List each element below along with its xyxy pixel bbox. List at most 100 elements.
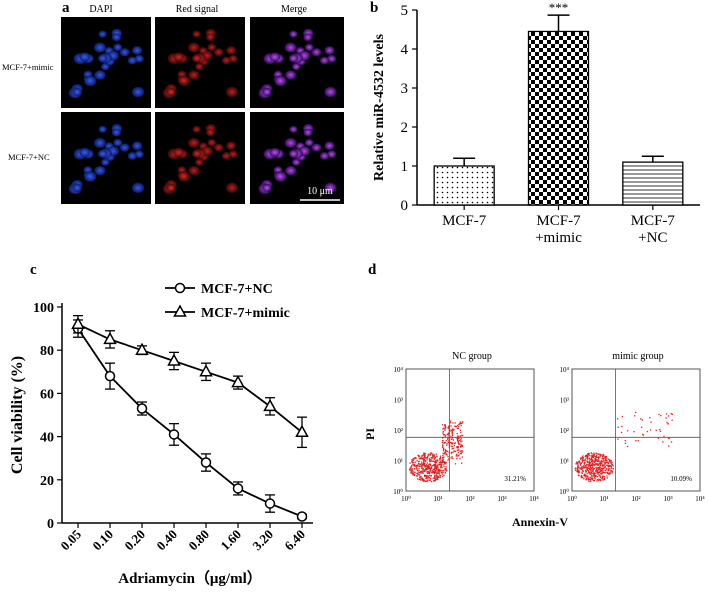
flow-plot-title: NC group: [452, 351, 492, 362]
flow-event: [417, 454, 419, 456]
flow-event: [425, 480, 427, 483]
flow-event: [430, 475, 432, 477]
flow-event: [580, 467, 582, 469]
flow-event: [460, 452, 462, 455]
flow-event: [671, 419, 673, 421]
flow-event: [426, 467, 428, 469]
flow-event: [432, 464, 434, 467]
flow-event: [414, 456, 416, 459]
bar-chart-panel: Relative miR-4532 levels 0 1 2 3 4 5 MCF-7 MCF-…: [355, 0, 710, 260]
flow-event: [588, 472, 590, 474]
cell-nucleus: [292, 158, 301, 166]
panel-label-a: a: [62, 0, 70, 16]
flow-event: [582, 465, 585, 467]
flow-event: [590, 472, 592, 474]
flow-event: [583, 463, 586, 465]
flow-event: [440, 462, 442, 464]
flow-event: [458, 423, 460, 426]
flow-event: [421, 465, 423, 467]
flow-event: [595, 470, 597, 472]
flow-event: [426, 456, 429, 458]
flow-event: [443, 461, 446, 463]
flow-event: [442, 459, 444, 461]
flow-event: [428, 457, 431, 460]
flow-event: [441, 442, 444, 444]
flow-event: [668, 445, 670, 447]
flow-event: [600, 469, 602, 472]
flow-event: [591, 457, 593, 459]
flow-event: [598, 453, 600, 455]
flow-event: [462, 421, 464, 423]
flow-event: [444, 435, 447, 438]
flow-event: [425, 476, 427, 478]
flow-event: [409, 462, 411, 464]
flow-event: [589, 476, 591, 479]
cell-nucleus: [228, 54, 238, 63]
flow-event: [616, 418, 619, 420]
flow-x-tick-label: 10²: [465, 495, 474, 503]
flow-event: [456, 427, 459, 429]
flow-event: [418, 456, 420, 458]
flow-event: [595, 460, 597, 462]
flow-event: [423, 480, 425, 482]
flow-event: [596, 478, 599, 481]
flow-event: [450, 442, 453, 444]
cell-nucleus: [134, 150, 144, 159]
flow-event: [434, 467, 436, 469]
flow-event: [581, 471, 583, 473]
cell-nucleus: [188, 70, 200, 80]
flow-event: [437, 469, 439, 472]
cell-nucleus: [113, 43, 123, 52]
flow-event: [416, 468, 418, 470]
line-point: [199, 364, 213, 377]
flow-event: [591, 468, 593, 470]
flow-event: [432, 471, 434, 473]
flow-event: [640, 418, 642, 420]
flow-event: [587, 453, 589, 455]
flow-event: [597, 468, 599, 470]
flow-plot-title: mimic group: [612, 351, 663, 362]
flow-event: [607, 462, 610, 465]
flow-event: [419, 477, 421, 479]
flow-event: [599, 462, 601, 464]
flow-event: [454, 425, 456, 427]
cell-nucleus: [226, 141, 237, 151]
flow-event: [413, 474, 416, 476]
bar-ylabel: Relative miR-4532 levels: [372, 33, 387, 181]
flow-event: [587, 455, 589, 458]
flow-event: [446, 443, 448, 445]
flow-event: [443, 464, 445, 466]
flow-event: [584, 466, 587, 468]
flow-event: [582, 458, 584, 460]
flow-events: [574, 411, 673, 483]
flow-event: [586, 468, 588, 471]
flow-event: [442, 428, 444, 430]
flow-event: [457, 441, 459, 444]
flow-event: [412, 470, 414, 472]
flow-event: [580, 475, 583, 477]
flow-event: [588, 467, 590, 470]
flow-event: [440, 464, 443, 467]
flow-event: [581, 459, 584, 462]
flow-event: [424, 470, 426, 472]
flow-event: [597, 479, 600, 482]
flow-event: [444, 452, 447, 454]
flow-event: [608, 468, 610, 470]
flow-event: [633, 431, 635, 433]
cell-nucleus: [173, 52, 185, 62]
flow-event: [439, 461, 442, 463]
line-point: [71, 316, 85, 330]
flow-event: [420, 478, 422, 480]
flow-cytometry-plots: PI Annexin-V NC group10⁰10⁰10¹10¹10²10²1…: [363, 351, 705, 529]
flow-event: [412, 462, 415, 464]
cell-nucleus: [98, 30, 107, 38]
flow-event: [451, 438, 453, 441]
flow-y-tick-label: 10¹: [560, 458, 569, 466]
flow-event: [575, 463, 577, 465]
flow-event: [582, 468, 584, 470]
flow-event: [433, 471, 435, 473]
flow-event: [409, 469, 411, 471]
cell-nucleus: [324, 182, 337, 194]
flow-event: [443, 469, 445, 472]
